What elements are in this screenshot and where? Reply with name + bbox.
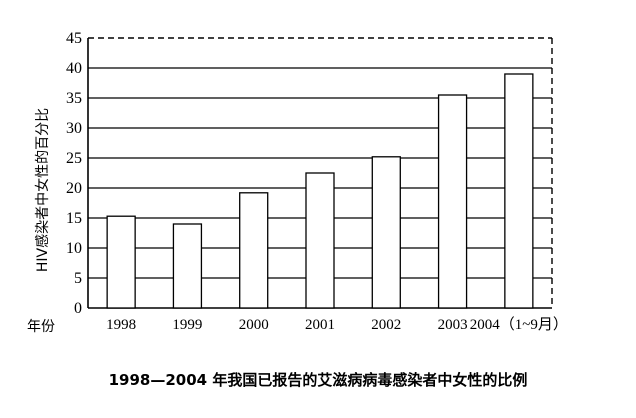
y-tick-label: 10 bbox=[66, 240, 82, 257]
bars bbox=[106, 73, 534, 309]
y-tick-label: 30 bbox=[66, 120, 82, 137]
bar-1999 bbox=[172, 223, 203, 309]
x-tick-label: 2003 bbox=[438, 317, 468, 333]
bar-1998 bbox=[106, 215, 136, 309]
x-tick-label: 1999 bbox=[172, 317, 202, 333]
x-tick-label: 2001 bbox=[305, 317, 335, 333]
x-tick-label: 2002 bbox=[371, 317, 401, 333]
chart-title: 1998—2004 年我国已报告的艾滋病病毒感染者中女性的比例 bbox=[109, 371, 528, 389]
x-tick-label: 2004（1~9月） bbox=[470, 316, 568, 333]
x-tick-label: 1998 bbox=[106, 317, 136, 333]
y-axis-label: HIV感染者中女性的百分比 bbox=[34, 108, 51, 272]
bar-2004 bbox=[504, 73, 534, 309]
y-tick-label: 40 bbox=[66, 60, 82, 77]
y-tick-label: 15 bbox=[66, 210, 82, 227]
y-tick-label: 20 bbox=[66, 180, 82, 197]
y-tick-label: 45 bbox=[66, 30, 82, 47]
y-tick-label: 35 bbox=[66, 90, 82, 107]
y-tick-label: 5 bbox=[74, 270, 82, 287]
x-tick-label: 2000 bbox=[239, 317, 269, 333]
y-tick-label: 0 bbox=[74, 300, 82, 317]
bar-2000 bbox=[239, 192, 269, 309]
x-tick-labels: 1998 1999 2000 2001 2002 2003 2004（1~9月） bbox=[106, 316, 568, 333]
y-tick-labels: 0 5 10 15 20 25 30 35 40 45 bbox=[66, 30, 82, 317]
bar-2002 bbox=[371, 156, 401, 309]
bar-2003 bbox=[437, 94, 468, 309]
bar-2001 bbox=[305, 172, 335, 309]
x-axis-label: 年份 bbox=[27, 319, 55, 335]
y-tick-label: 25 bbox=[66, 150, 82, 167]
